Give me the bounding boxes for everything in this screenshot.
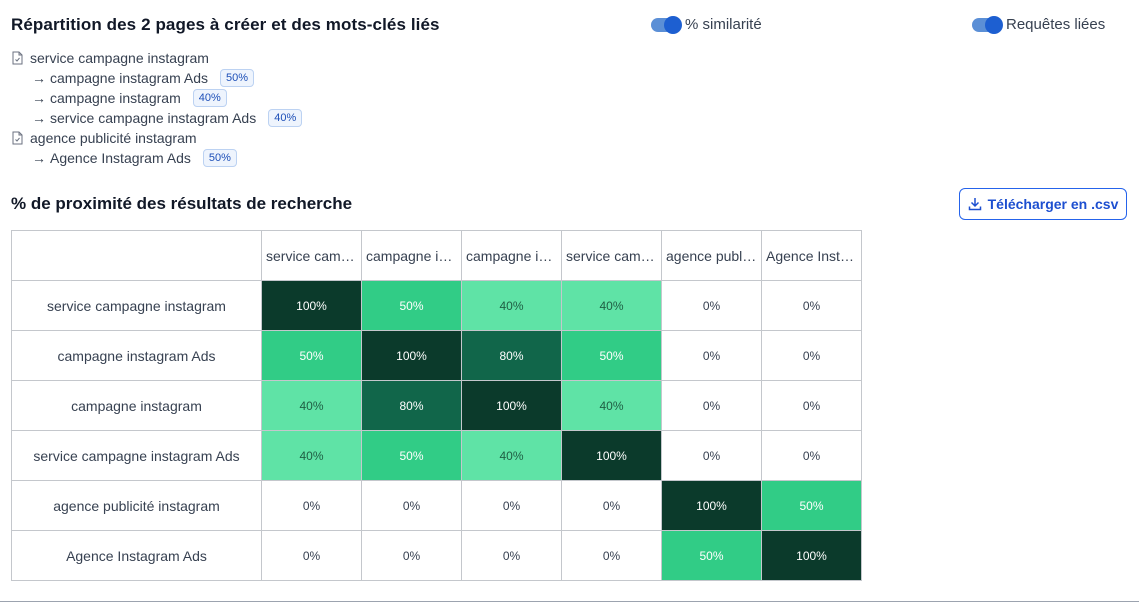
matrix-cell: 80% [461,330,562,381]
download-icon [968,198,981,211]
matrix-cell: 100% [461,380,562,431]
matrix-row-header: campagne instagram Ads [11,330,262,381]
matrix-column-header: Agence Inst… [761,230,862,281]
matrix-row: service campagne instagram Ads 40% 50% 40% 1… [11,430,862,481]
proximity-matrix: service cam… campagne i… campagne i… servic… [11,230,862,581]
matrix-row-header: agence publicité instagram [11,480,262,531]
matrix-corner [11,230,262,281]
matrix-cell: 0% [561,480,662,531]
matrix-cell: 100% [561,430,662,481]
matrix-row: campagne instagram 40% 80% 100% 40% 0% 0% [11,380,862,431]
download-csv-label: Télécharger en .csv [987,196,1119,212]
page-name: service campagne instagram [30,50,209,66]
matrix-column-header: campagne i… [461,230,562,281]
divider [0,601,1139,602]
matrix-cell: 100% [261,280,362,331]
matrix-cell: 0% [661,380,762,431]
matrix-cell: 40% [461,280,562,331]
matrix-cell: 0% [761,280,862,331]
page-name: agence publicité instagram [30,130,197,146]
section-title: % de proximité des résultats de recherch… [11,194,353,213]
matrix-cell: 50% [661,530,762,581]
arrow-right-icon: → [32,110,46,126]
toggle-knob [664,15,682,34]
page-title: Répartition des 2 pages à créer et des m… [11,15,440,34]
matrix-cell: 40% [461,430,562,481]
matrix-cell: 0% [461,530,562,581]
similarity-toggle[interactable]: % similarité [651,15,762,34]
matrix-cell: 0% [761,430,862,481]
matrix-cell: 0% [661,430,762,481]
matrix-cell: 0% [461,480,562,531]
matrix-row: service campagne instagram 100% 50% 40% 40% 0… [11,280,862,331]
similarity-badge: 50% [219,69,255,87]
download-csv-button[interactable]: Télécharger en .csv [959,188,1127,220]
matrix-cell: 40% [561,280,662,331]
page-keyword-tree: service campagne instagram → campagne inst… [11,48,303,168]
matrix-cell: 50% [361,280,462,331]
matrix-column-header: service cam… [261,230,362,281]
matrix-cell: 40% [561,380,662,431]
related-queries-toggle[interactable]: Requêtes liées [972,15,1106,34]
matrix-row-header: campagne instagram [11,380,262,431]
similarity-badge: 40% [268,109,303,127]
matrix-row: Agence Instagram Ads 0% 0% 0% 0% 50% 100% [11,530,862,581]
arrow-right-icon: → [32,70,46,86]
matrix-cell: 0% [361,480,462,531]
document-icon [11,131,24,145]
keyword-label: service campagne instagram Ads [50,110,257,126]
keyword-item: → Agence Instagram Ads 50% [11,148,302,168]
matrix-cell: 50% [561,330,662,381]
arrow-right-icon: → [32,150,46,166]
matrix-cell: 40% [261,380,362,431]
matrix-cell: 100% [361,330,462,381]
matrix-cell: 0% [761,380,862,431]
similarity-badge: 40% [192,89,227,107]
matrix-column-header: service cam… [561,230,662,281]
arrow-right-icon: → [32,90,46,106]
matrix-cell: 100% [761,530,862,581]
matrix-cell: 0% [561,530,662,581]
matrix-cell: 0% [661,280,762,331]
matrix-row: campagne instagram Ads 50% 100% 80% 50% 0% 0% [11,330,862,381]
matrix-cell: 0% [261,530,362,581]
matrix-row-header: service campagne instagram [11,280,262,331]
toggle-switch[interactable] [651,15,682,34]
keyword-item: → campagne instagram 40% [11,88,302,108]
matrix-cell: 50% [761,480,862,531]
matrix-row-header: service campagne instagram Ads [11,430,262,481]
matrix-cell: 0% [661,330,762,381]
matrix-cell: 0% [261,480,362,531]
toggle-switch[interactable] [972,15,1003,34]
similarity-toggle-label: % similarité [685,16,762,33]
matrix-cell: 100% [661,480,762,531]
matrix-cell: 50% [361,430,462,481]
keyword-label: Agence Instagram Ads [50,150,191,166]
page-item: agence publicité instagram [11,128,302,148]
keyword-item: → campagne instagram Ads 50% [11,68,302,88]
document-icon [11,51,24,65]
page-item: service campagne instagram [11,48,302,68]
toggle-knob [985,15,1003,34]
matrix-cell: 0% [361,530,462,581]
matrix-cell: 40% [261,430,362,481]
keyword-item: → service campagne instagram Ads 40% [11,108,303,128]
matrix-row: agence publicité instagram 0% 0% 0% 0% 100% 50… [11,480,862,531]
matrix-cell: 80% [361,380,462,431]
related-queries-toggle-label: Requêtes liées [1006,16,1106,33]
matrix-column-header: agence publ… [661,230,762,281]
keyword-label: campagne instagram Ads [50,70,208,86]
matrix-cell: 50% [261,330,362,381]
matrix-cell: 0% [761,330,862,381]
similarity-badge: 50% [202,149,237,167]
keyword-label: campagne instagram [50,90,181,106]
matrix-column-header: campagne i… [361,230,462,281]
matrix-row-header: Agence Instagram Ads [11,530,262,581]
